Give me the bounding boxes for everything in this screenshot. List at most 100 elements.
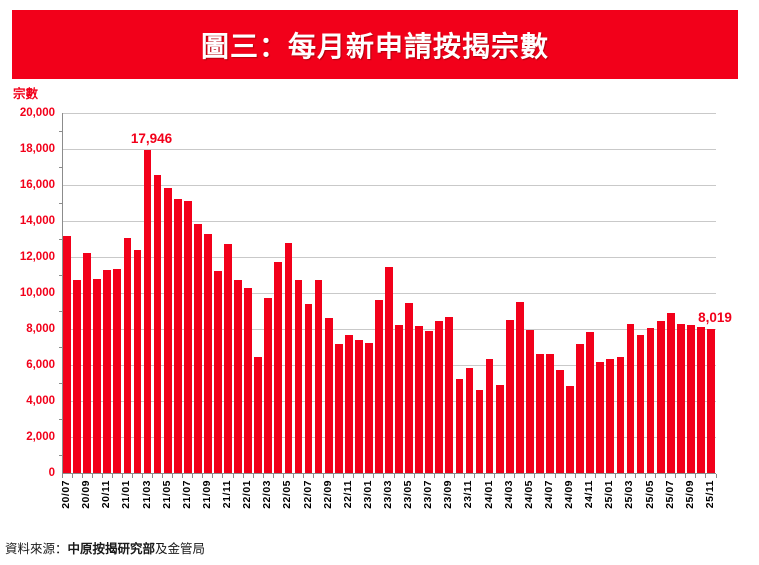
x-axis-tick [433,474,435,478]
x-axis-tick [232,474,234,478]
bar-21/07 [183,201,192,473]
x-axis-label: 21/11 [221,480,233,509]
x-axis-tick [554,474,556,478]
bar-25/04 [636,335,645,473]
bar-22/10 [334,344,343,473]
x-axis-label: 23/05 [402,480,415,509]
bar-22/05 [284,242,293,473]
x-axis-label: 20/11 [100,480,113,509]
x-axis-label: 21/03 [140,480,153,509]
bar-21/06 [173,198,182,473]
x-axis-tick [443,474,445,478]
x-axis-tick [463,474,465,478]
x-axis-line [62,473,716,474]
x-axis-tick [91,474,93,478]
y-axis-minor-tick [59,382,62,384]
bar-22/02 [254,356,263,473]
x-axis-label: 23/07 [422,480,435,509]
bar-21/04 [153,175,162,473]
bar-21/10 [214,270,222,473]
x-axis-tick [212,474,214,478]
x-axis-tick [524,474,526,478]
x-axis-tick [383,474,385,478]
x-axis-tick [121,474,123,478]
x-axis-tick [61,474,63,478]
bar-25/11 [707,328,715,473]
x-axis-label: 24/09 [563,480,576,509]
bar-23/08 [435,320,444,473]
bar-22/03 [264,298,273,473]
bar-21/01 [123,238,132,473]
x-axis-label: 25/05 [643,480,656,509]
bar-23/03 [385,266,393,473]
x-axis-tick [131,474,133,478]
x-axis-label: 25/09 [683,480,696,509]
x-axis-label: 25/01 [603,480,616,509]
x-axis-label: 21/01 [120,480,133,509]
x-axis-label: 22/11 [341,480,354,509]
bar-20/09 [83,253,92,473]
bar-24/12 [596,362,605,473]
x-axis-tick [604,474,606,478]
bar-23/02 [375,300,383,473]
x-axis-label: 24/05 [522,480,535,509]
bar-24/10 [576,344,585,473]
bar-23/11 [465,367,474,473]
x-axis-tick [292,474,294,478]
bar-21/09 [204,233,212,473]
x-axis-tick [715,474,717,478]
x-axis-tick [202,474,204,478]
x-axis-tick [182,474,184,478]
bar-22/07 [304,303,313,473]
y-axis-label: 10,000 [19,286,55,299]
bar-22/09 [324,318,333,473]
bar-24/02 [495,384,504,473]
bar-24/05 [525,329,534,473]
bar-23/09 [445,317,454,473]
x-axis-tick [262,474,264,478]
x-axis-label: 22/09 [321,480,334,509]
x-axis-label: 23/01 [361,480,374,509]
x-axis-label: 22/01 [241,480,254,509]
source-prefix: 資料來源： [5,542,68,556]
x-axis-label: 23/03 [382,480,394,509]
x-axis-label: 23/09 [442,480,455,509]
x-axis-tick [413,474,415,478]
x-axis-tick [494,474,496,478]
x-axis-tick [423,474,425,478]
bar-25/06 [656,320,665,473]
x-axis-label: 21/07 [180,480,193,509]
x-axis-label: 22/03 [261,480,274,509]
x-axis-tick [594,474,596,478]
x-axis-tick [192,474,194,478]
gridline [62,184,716,186]
x-axis-tick [655,474,657,478]
bar-23/01 [364,343,373,473]
gridline [62,256,716,258]
bar-20/10 [93,278,102,473]
x-axis-tick [373,474,375,478]
x-axis-tick [222,474,224,478]
bar-22/08 [314,279,323,473]
x-axis-label: 24/03 [502,480,515,509]
bar-20/07 [63,236,71,473]
x-axis-tick [514,474,516,478]
x-axis-tick [584,474,586,478]
bar-25/07 [666,312,675,473]
x-axis-label: 25/03 [623,480,636,509]
bar-22/01 [244,287,252,473]
x-axis-tick [101,474,103,478]
y-axis-unit-label: 宗數 [13,87,39,101]
x-axis-label: 24/01 [482,480,495,509]
x-axis-label: 21/05 [160,480,173,509]
bar-22/04 [274,261,283,473]
x-axis-tick [152,474,154,478]
bar-22/11 [344,335,353,473]
y-axis-label: 12,000 [19,250,55,263]
x-axis-tick [695,474,697,478]
x-axis-tick [574,474,576,478]
x-axis-label: 21/09 [200,480,213,509]
bar-21/02 [133,249,142,473]
x-axis-tick [624,474,626,478]
